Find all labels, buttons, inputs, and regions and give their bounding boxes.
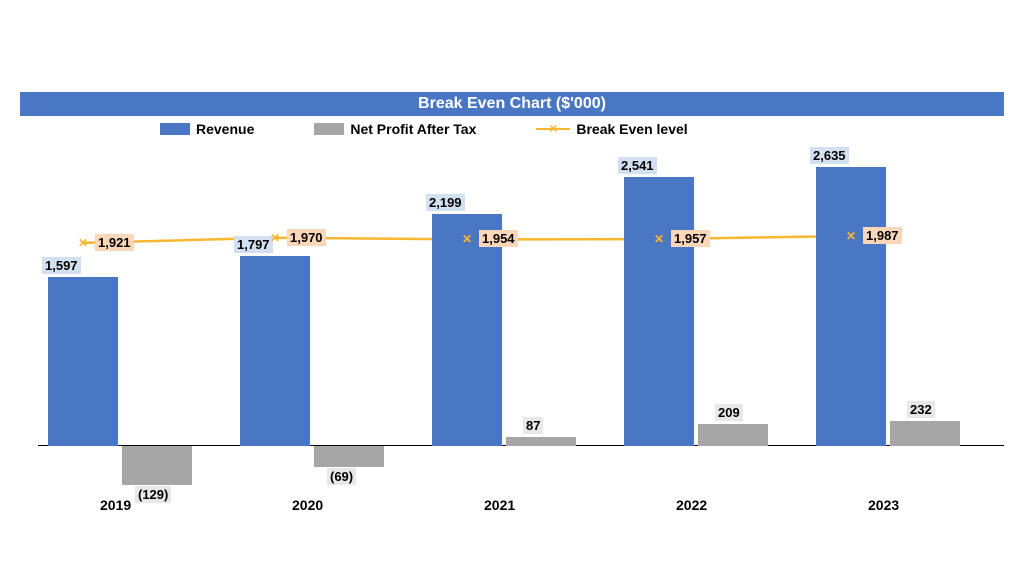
bar-label-netprofit: (69)	[327, 468, 356, 485]
bar-label-revenue: 2,199	[426, 194, 465, 211]
chart-legend: Revenue Net Profit After Tax Break Even …	[20, 118, 1004, 140]
bar-label-netprofit: (129)	[135, 486, 171, 503]
breakeven-marker: ✕	[846, 229, 856, 243]
x-axis-label: 2020	[292, 497, 323, 513]
bar-label-revenue: 1,797	[234, 236, 273, 253]
chart-title-bar: Break Even Chart ($'000)	[20, 92, 1004, 116]
bar-label-netprofit: 87	[523, 417, 543, 434]
bar-label-revenue: 2,541	[618, 157, 657, 174]
bar-label-netprofit: 232	[907, 401, 935, 418]
bar-label-revenue: 1,597	[42, 257, 81, 274]
legend-item-revenue: Revenue	[160, 121, 254, 137]
line-label-breakeven: 1,921	[95, 234, 134, 251]
legend-marker-breakeven	[536, 122, 570, 136]
legend-label-revenue: Revenue	[196, 121, 254, 137]
line-label-breakeven: 1,954	[479, 230, 518, 247]
legend-item-breakeven: Break Even level	[536, 121, 687, 137]
x-axis-label: 2019	[100, 497, 131, 513]
line-label-breakeven: 1,987	[863, 227, 902, 244]
x-axis-label: 2023	[868, 497, 899, 513]
bar-label-revenue: 2,635	[810, 147, 849, 164]
line-label-breakeven: 1,957	[671, 230, 710, 247]
bar-revenue	[432, 214, 502, 446]
breakeven-marker: ✕	[270, 231, 280, 245]
legend-swatch-revenue	[160, 123, 190, 135]
x-axis-label: 2022	[676, 497, 707, 513]
bar-revenue	[624, 177, 694, 446]
breakeven-marker: ✕	[462, 232, 472, 246]
chart-plot-area: 1,597(129)2019✕1,9211,797(69)2020✕1,9702…	[38, 150, 1004, 491]
bar-revenue	[48, 277, 118, 446]
chart-title: Break Even Chart ($'000)	[418, 95, 606, 112]
legend-swatch-netprofit	[314, 123, 344, 135]
bar-revenue	[240, 256, 310, 446]
legend-label-breakeven: Break Even level	[576, 121, 687, 137]
breakeven-marker: ✕	[78, 236, 88, 250]
x-axis-label: 2021	[484, 497, 515, 513]
bar-revenue	[816, 167, 886, 446]
breakeven-marker: ✕	[654, 232, 664, 246]
bar-netprofit	[314, 446, 384, 467]
legend-item-netprofit: Net Profit After Tax	[314, 121, 476, 137]
bar-label-netprofit: 209	[715, 404, 743, 421]
legend-label-netprofit: Net Profit After Tax	[350, 121, 476, 137]
bar-netprofit	[122, 446, 192, 485]
bar-netprofit	[890, 421, 960, 446]
line-label-breakeven: 1,970	[287, 229, 326, 246]
bar-netprofit	[506, 437, 576, 446]
bar-netprofit	[698, 424, 768, 446]
